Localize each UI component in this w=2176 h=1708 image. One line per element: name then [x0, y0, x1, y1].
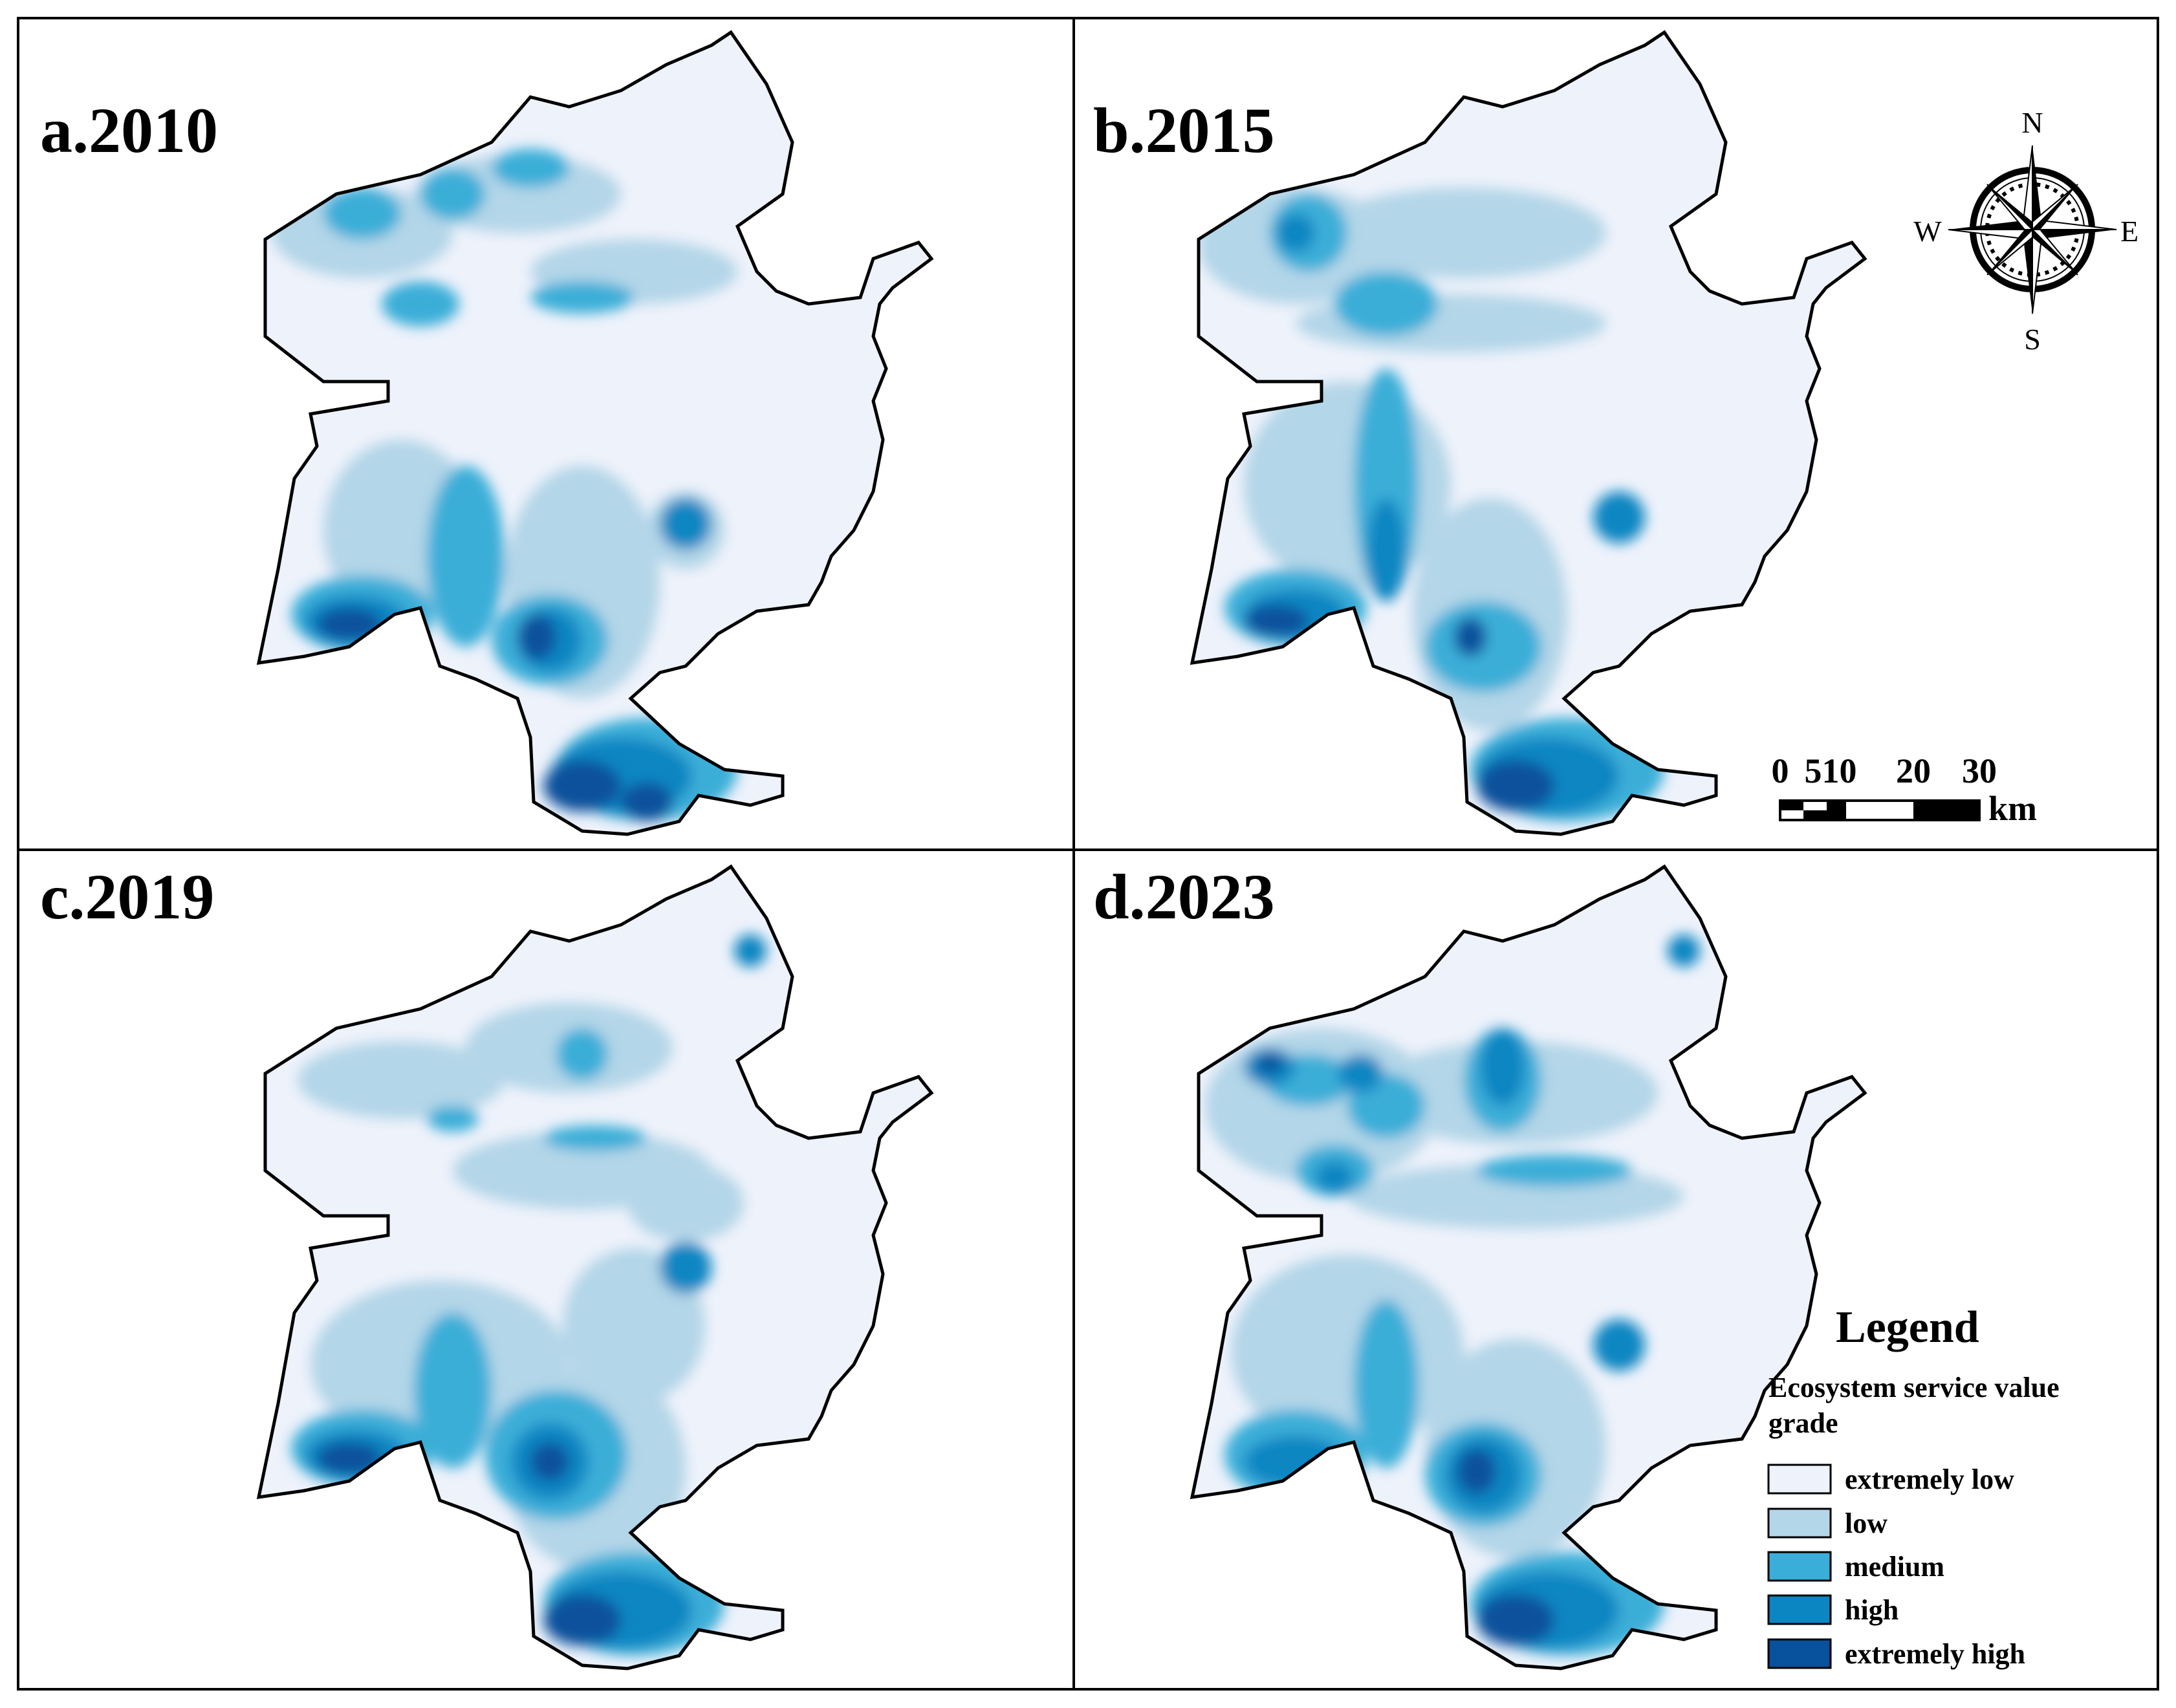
legend-item-high: high [1767, 1594, 1899, 1626]
map-panel-c [259, 867, 931, 1669]
panel-title-b: b.2015 [1093, 94, 1275, 166]
legend: Legend Ecosystem service value grade ext… [1767, 1303, 2060, 1670]
compass-star-icon [1948, 145, 2117, 314]
map-panel-b [1192, 32, 1865, 834]
panel-title-a: a.2010 [40, 94, 218, 166]
panel-title-d: d.2023 [1093, 861, 1275, 933]
legend-label-high: high [1845, 1594, 1899, 1626]
scale-tick-510: 510 [1805, 751, 1857, 790]
legend-item-medium: medium [1767, 1551, 1944, 1583]
compass-north-label: N [2021, 106, 2043, 139]
legend-label-extremely-low: extremely low [1845, 1464, 2014, 1495]
scale-tick-30: 30 [1962, 751, 1997, 790]
scale-tick-20: 20 [1896, 751, 1931, 790]
compass-east-label: E [2120, 215, 2138, 248]
legend-item-extremely-low: extremely low [1767, 1464, 2014, 1495]
legend-title: Legend [1836, 1303, 1979, 1352]
scale-unit: km [1988, 789, 2037, 828]
compass-south-label: S [2024, 323, 2041, 356]
compass-west-label: W [1913, 215, 1942, 248]
legend-subtitle-line1: Ecosystem service value [1768, 1372, 2060, 1403]
legend-item-low: low [1767, 1508, 1888, 1539]
scale-tick-0: 0 [1772, 751, 1789, 790]
legend-swatch-extremely-high [1767, 1638, 1832, 1669]
legend-swatch-extremely-low [1767, 1464, 1832, 1495]
legend-label-medium: medium [1845, 1551, 1944, 1583]
legend-label-extremely-high: extremely high [1845, 1638, 2025, 1670]
legend-swatch-medium [1767, 1551, 1832, 1582]
legend-item-extremely-high: extremely high [1767, 1638, 2025, 1670]
legend-subtitle-line2: grade [1768, 1407, 1838, 1439]
legend-swatch-low [1767, 1508, 1832, 1539]
map-panel-a [259, 32, 931, 834]
legend-label-low: low [1845, 1508, 1888, 1539]
panel-title-c: c.2019 [40, 861, 214, 933]
north-arrow-compass: N S E W [1913, 106, 2138, 356]
legend-swatch-high [1767, 1594, 1832, 1625]
scale-bar: 0 510 20 30 km [1772, 751, 2038, 828]
